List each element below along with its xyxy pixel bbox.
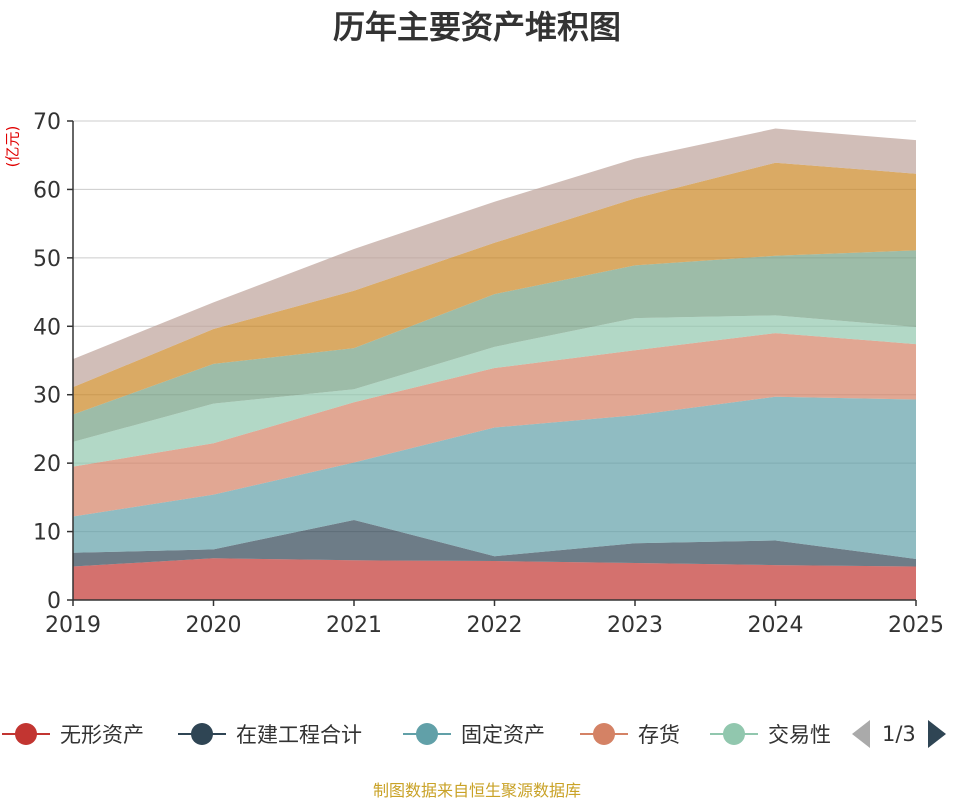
legend-prev-page-icon[interactable] <box>852 720 870 748</box>
legend-label: 在建工程合计 <box>236 723 362 747</box>
legend-label: 存货 <box>638 723 680 747</box>
legend-dot-icon <box>593 723 615 745</box>
stacked-area-chart: 0 10 20 30 40 50 60 70 2019 2020 2021 2022 2023 2024 2… <box>33 110 944 638</box>
data-source-note: 制图数据来自恒生聚源数据库 <box>372 781 581 800</box>
y-tick-label: 50 <box>33 247 61 272</box>
x-tick-label: 2022 <box>467 613 523 638</box>
area-series-7 <box>73 128 916 388</box>
y-tick-label: 20 <box>33 452 61 477</box>
x-tick-label: 2023 <box>607 613 663 638</box>
legend-marker-4 <box>710 722 758 746</box>
legend-item-2[interactable]: 固定资产 <box>403 712 545 756</box>
x-tick-label: 2025 <box>888 613 944 638</box>
y-tick-label: 30 <box>33 384 61 409</box>
legend-item-1[interactable]: 在建工程合计 <box>178 712 362 756</box>
x-tick-label: 2021 <box>326 613 382 638</box>
y-tick-label: 10 <box>33 521 61 546</box>
area-series-6 <box>73 162 916 415</box>
area-series-4 <box>73 315 916 467</box>
legend-item-4[interactable]: 交易性 <box>710 712 831 756</box>
legend-marker-0 <box>2 722 50 746</box>
legend-item-0[interactable]: 无形资产 <box>2 712 144 756</box>
area-series-0 <box>73 558 916 600</box>
y-tick-label: 40 <box>33 315 61 340</box>
area-series-3 <box>73 333 916 517</box>
legend-page-indicator: 1/3 <box>882 722 916 746</box>
y-tick-label: 70 <box>33 110 61 135</box>
legend-label: 交易性 <box>768 723 831 747</box>
legend: 无形资产 在建工程合计 固定资产 存货 交易性 1/3 <box>0 712 954 756</box>
legend-pager: 1/3 <box>852 712 946 756</box>
area-series-2 <box>73 396 916 559</box>
legend-label: 固定资产 <box>461 723 545 747</box>
legend-item-3[interactable]: 存货 <box>580 712 680 756</box>
area-series-1 <box>73 519 916 567</box>
y-tick-label: 0 <box>47 589 61 614</box>
legend-dot-icon <box>723 723 745 745</box>
x-tick-label: 2019 <box>45 613 101 638</box>
legend-marker-1 <box>178 722 226 746</box>
legend-label: 无形资产 <box>60 723 144 747</box>
legend-dot-icon <box>191 723 213 745</box>
legend-dot-icon <box>416 723 438 745</box>
x-tick-label: 2020 <box>186 613 242 638</box>
x-tick-label: 2024 <box>748 613 804 638</box>
legend-dot-icon <box>15 723 37 745</box>
legend-next-page-icon[interactable] <box>927 720 946 748</box>
legend-marker-2 <box>403 722 451 746</box>
chart-title: 历年主要资产堆积图 <box>332 8 621 46</box>
area-series-5 <box>73 250 916 442</box>
legend-marker-3 <box>580 722 628 746</box>
y-tick-label: 60 <box>33 178 61 203</box>
